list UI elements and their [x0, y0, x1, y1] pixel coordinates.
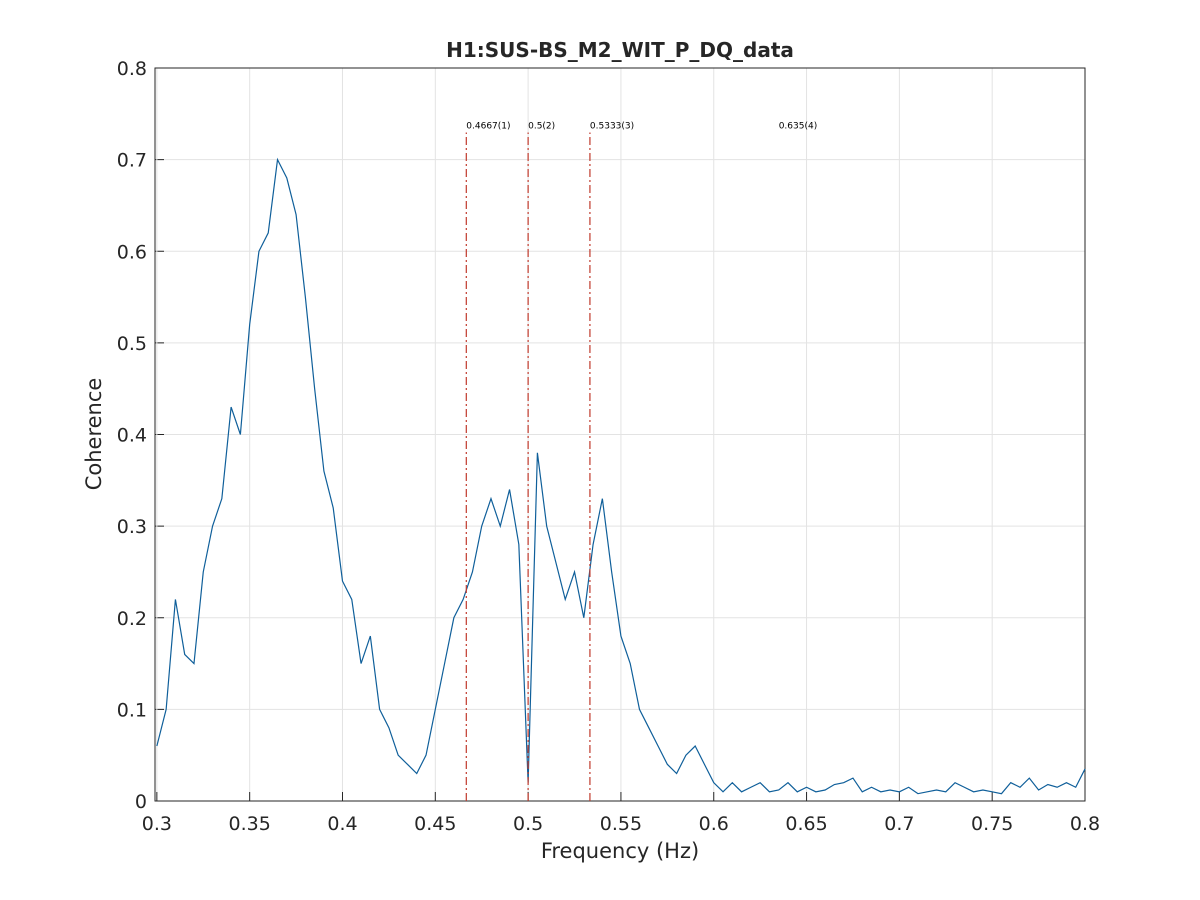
- annotation-label: 0.635(4): [779, 121, 818, 131]
- annotation-label: 0.4667(1): [466, 121, 510, 131]
- x-tick-label: 0.35: [229, 813, 271, 835]
- x-tick-label: 0.65: [785, 813, 827, 835]
- y-tick-label: 0.2: [117, 608, 147, 630]
- x-tick-label: 0.6: [699, 813, 729, 835]
- x-tick-label: 0.3: [142, 813, 172, 835]
- x-axis-label: Frequency (Hz): [541, 839, 699, 863]
- chart-title: H1:SUS-BS_M2_WIT_P_DQ_data: [446, 38, 794, 62]
- y-tick-label: 0.8: [117, 58, 147, 80]
- y-tick-label: 0.3: [117, 516, 147, 538]
- y-tick-label: 0.1: [117, 699, 147, 721]
- annotation-label: 0.5333(3): [590, 121, 634, 131]
- y-tick-label: 0: [135, 791, 147, 813]
- axes-box: [154, 67, 1086, 802]
- x-tick-label: 0.75: [971, 813, 1013, 835]
- x-tick-label: 0.4: [327, 813, 357, 835]
- data-line: [156, 157, 1086, 795]
- x-tick-label: 0.7: [884, 813, 914, 835]
- y-axis-label: Coherence: [82, 378, 106, 491]
- y-tick-label: 0.5: [117, 333, 147, 355]
- x-tick-label: 0.45: [414, 813, 456, 835]
- y-tick-label: 0.6: [117, 241, 147, 263]
- y-tick-label: 0.7: [117, 150, 147, 172]
- x-tick-label: 0.55: [600, 813, 642, 835]
- y-tick-label: 0.4: [117, 425, 147, 447]
- x-tick-label: 0.5: [513, 813, 543, 835]
- annotation-label: 0.5(2): [528, 121, 555, 131]
- x-tick-label: 0.8: [1070, 813, 1100, 835]
